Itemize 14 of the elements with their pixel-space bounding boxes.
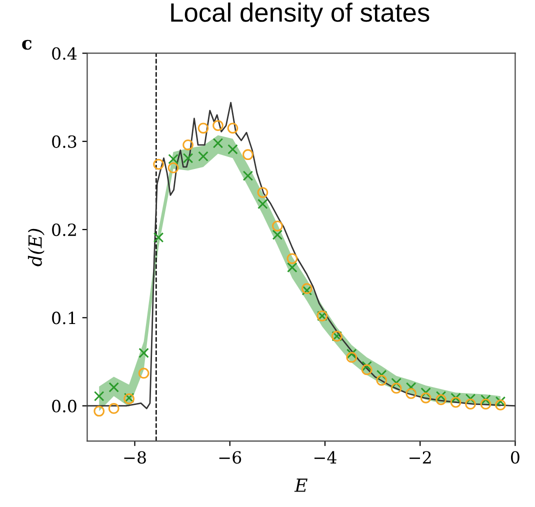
y-tick-label: 0.4 — [52, 47, 77, 60]
x-tick-label: −8 — [124, 451, 146, 464]
chart-title: Local density of states — [171, 2, 430, 28]
y-tick-label: 0.0 — [52, 400, 76, 412]
x-tick-label: −6 — [219, 451, 242, 464]
y-axis-title: d(E) — [28, 228, 44, 266]
x-axis-title: E — [294, 478, 308, 492]
x-tick-label: −2 — [410, 451, 431, 464]
y-tick-label: 0.2 — [52, 223, 76, 236]
x-tick-label: 0 — [511, 451, 520, 464]
y-tick-label: 0.3 — [52, 135, 76, 148]
y-tick-label: 0.1 — [52, 312, 76, 324]
x-tick-label: −4 — [314, 451, 336, 464]
text: c — [22, 40, 32, 50]
